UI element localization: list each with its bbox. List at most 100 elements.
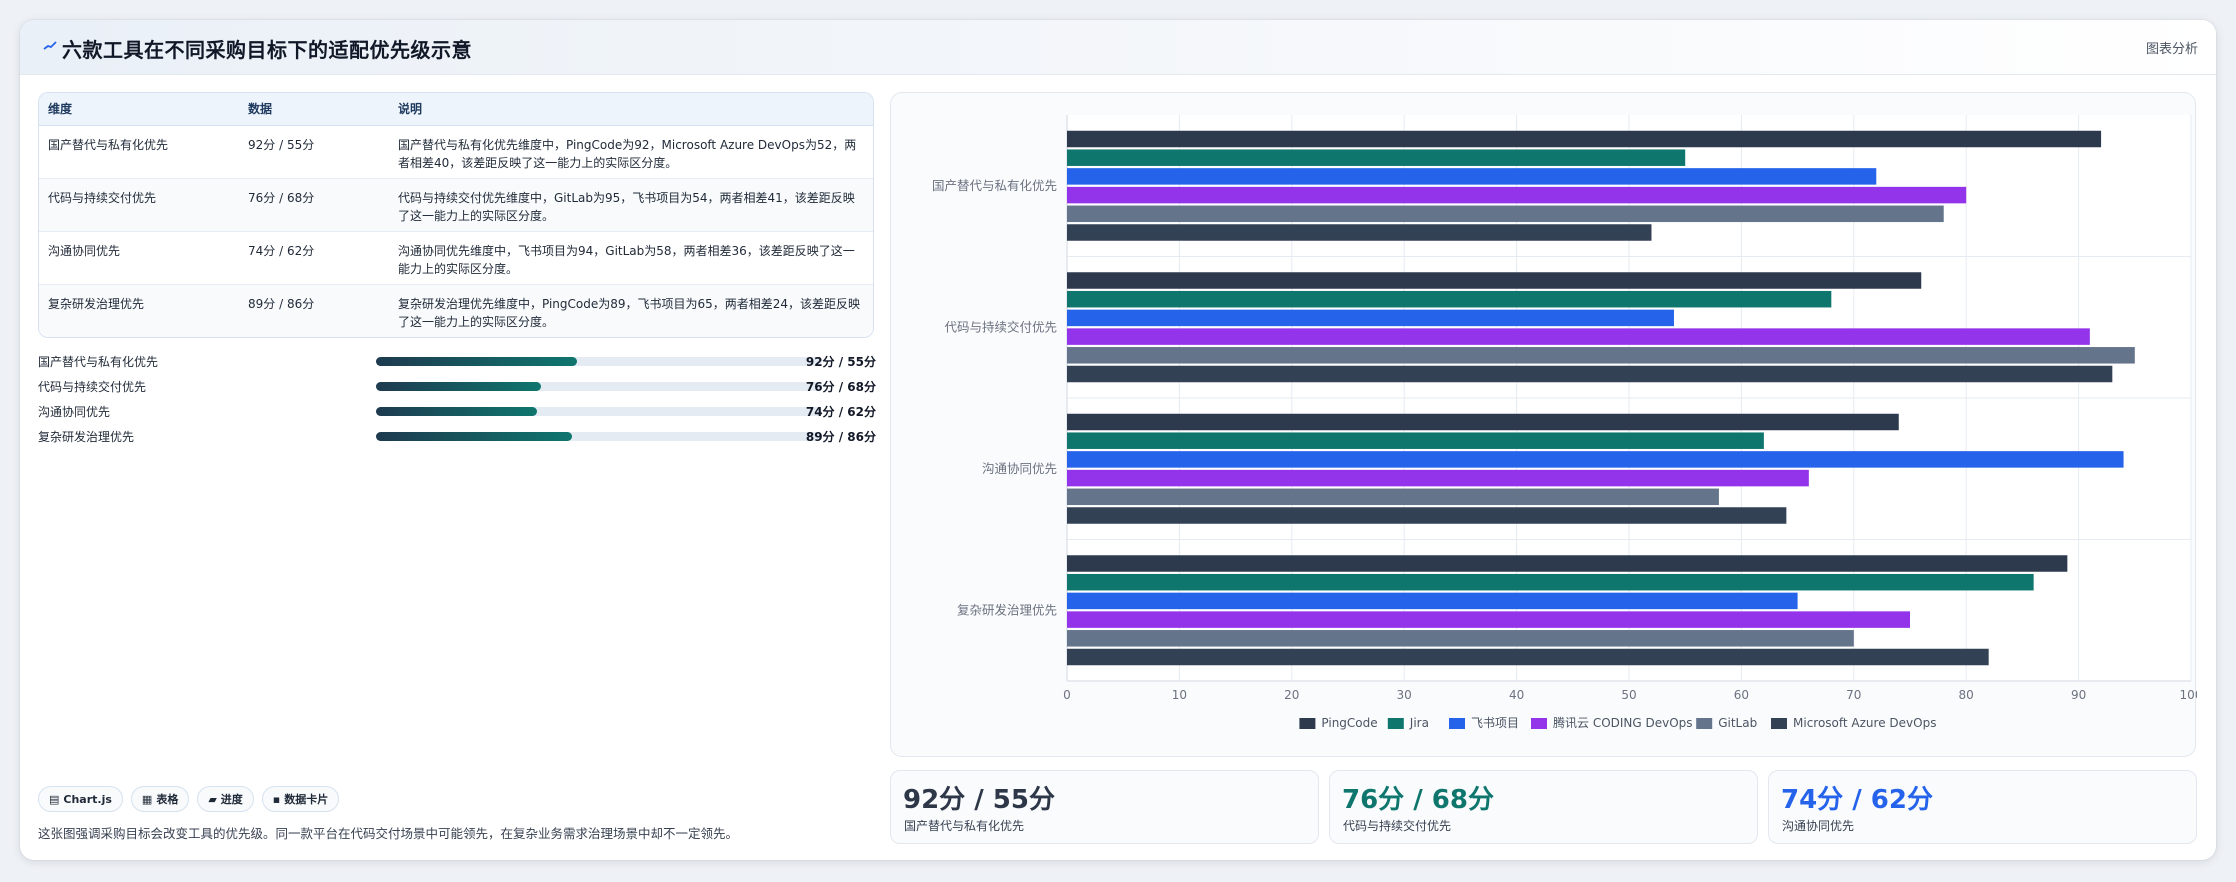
chip-label: Chart.js: [63, 792, 112, 806]
progress-fill: [376, 357, 577, 366]
progress-track: [376, 357, 822, 366]
progress-fill: [376, 382, 542, 391]
legend-swatch: [1696, 718, 1713, 729]
x-tick-label: 90: [2071, 688, 2086, 702]
bar: [1067, 555, 2068, 572]
progress-value: 76分 / 68分: [805, 380, 876, 394]
bar: [1067, 130, 2102, 148]
legend-swatch: [1299, 718, 1316, 729]
x-tick-label: 60: [1734, 688, 1749, 702]
table-row: 复杂研发治理优先 89分 / 86分 复杂研发治理优先维度中，PingCode为…: [39, 284, 873, 337]
table-cell-dimension: 沟通协同优先: [39, 231, 239, 285]
bar: [1067, 290, 1832, 308]
table-row: 国产替代与私有化优先 92分 / 55分 国产替代与私有化优先维度中，PingC…: [39, 125, 873, 179]
chip-label: 进度: [220, 793, 243, 806]
table-cell-dimension: 代码与持续交付优先: [39, 178, 239, 232]
column-header: 维度: [39, 93, 239, 126]
legend-label: 飞书项目: [1471, 716, 1519, 730]
progress-label: 复杂研发治理优先: [38, 430, 135, 444]
bar: [1067, 272, 1922, 289]
x-tick-label: 80: [1959, 688, 1974, 702]
chip-progress[interactable]: ▰ 进度: [197, 786, 254, 812]
kpi-card: 74分 / 62分 沟通协同优先: [1768, 770, 2197, 844]
bar: [1067, 205, 1944, 223]
bar: [1067, 648, 1989, 666]
bar: [1067, 309, 1674, 327]
table-header-row: 维度 数据 说明: [39, 93, 873, 126]
kpi-card: 92分 / 55分 国产替代与私有化优先: [890, 770, 1319, 844]
table-cell-value: 76分 / 68分: [239, 178, 389, 232]
table-cell-dimension: 复杂研发治理优先: [39, 284, 239, 337]
main-card: 六款工具在不同采购目标下的适配优先级示意 图表分析 维度 数据 说明 国产替代与…: [20, 20, 2216, 860]
chip-data-card[interactable]: ▪ 数据卡片: [261, 786, 340, 812]
chip-label: 数据卡片: [284, 793, 329, 806]
bar: [1067, 451, 2124, 468]
page-title: 六款工具在不同采购目标下的适配优先级示意: [62, 38, 472, 62]
kpi-label: 沟通协同优先: [1782, 819, 1855, 833]
table-cell-description: 复杂研发治理优先维度中，PingCode为89，飞书项目为65，两者相差24，该…: [389, 284, 873, 337]
table-cell-description: 代码与持续交付优先维度中，GitLab为95，飞书项目为54，两者相差41，该差…: [389, 178, 873, 232]
progress-value: 89分 / 86分: [805, 430, 876, 444]
table-icon: ▦: [141, 792, 153, 806]
kpi-value: 76分 / 68分: [1342, 785, 1494, 815]
progress-track: [376, 382, 822, 391]
x-tick-label: 50: [1621, 688, 1636, 702]
legend-swatch: [1387, 718, 1404, 729]
legend-label: Jira: [1409, 716, 1429, 730]
bar-chart-panel: 0 10 20 30 40 50 60 70 80 90 100 国产替代与私有化优先代码与持续交付优…: [890, 92, 2197, 757]
chart-analysis-tag[interactable]: 图表分析: [2145, 42, 2198, 57]
legend-label: PingCode: [1321, 716, 1377, 730]
chip-label: 表格: [156, 793, 179, 806]
progress-label: 国产替代与私有化优先: [38, 355, 159, 369]
y-category-label: 国产替代与私有化优先: [932, 178, 1057, 193]
legend-swatch: [1531, 718, 1547, 729]
bar-chart: 0 10 20 30 40 50 60 70 80 90 100 国产替代与私有化优先代码与持续交付优…: [932, 115, 2197, 730]
column-header: 数据: [239, 93, 389, 126]
bar: [1067, 413, 1899, 431]
table-cell-dimension: 国产替代与私有化优先: [39, 125, 239, 179]
legend-swatch: [1449, 718, 1465, 729]
legend-label: Microsoft Azure DevOps: [1793, 716, 1936, 730]
kpi-card: 76分 / 68分 代码与持续交付优先: [1329, 770, 1758, 844]
y-category-label: 复杂研发治理优先: [957, 602, 1057, 617]
progress-label: 沟通协同优先: [38, 405, 111, 419]
chip-chartjs[interactable]: ▤ Chart.js: [38, 786, 123, 812]
x-tick-label: 10: [1172, 688, 1187, 702]
chip-table[interactable]: ▦ 表格: [130, 786, 190, 812]
bar: [1067, 432, 1764, 449]
x-tick-label: 0: [1063, 688, 1071, 702]
bar: [1067, 224, 1652, 241]
card-icon: ▪: [272, 792, 281, 806]
legend-label: 腾讯云 CODING DevOps: [1553, 715, 1693, 730]
x-tick-label: 20: [1284, 688, 1299, 702]
x-tick-label: 70: [1846, 688, 1861, 702]
trend-line-icon: [42, 38, 58, 54]
table-cell-value: 92分 / 55分: [239, 125, 389, 179]
progress-track: [376, 407, 822, 416]
progress-value: 74分 / 62分: [805, 405, 876, 419]
kpi-label: 国产替代与私有化优先: [904, 819, 1025, 833]
summary-table: 维度 数据 说明 国产替代与私有化优先 92分 / 55分 国产替代与私有化优先…: [38, 92, 874, 338]
progress-label: 代码与持续交付优先: [38, 380, 147, 394]
bar: [1067, 149, 1686, 166]
legend-label: GitLab: [1718, 716, 1757, 730]
table-cell-description: 国产替代与私有化优先维度中，PingCode为92，Microsoft Azur…: [389, 125, 873, 179]
progress-list: 国产替代与私有化优先 92分 / 55分 代码与持续交付优先 76分 / 68分…: [38, 349, 876, 449]
x-tick-label: 40: [1509, 688, 1524, 702]
table-cell-value: 89分 / 86分: [239, 284, 389, 337]
bar: [1067, 365, 2113, 383]
header: 六款工具在不同采购目标下的适配优先级示意 图表分析: [20, 20, 2216, 75]
tech-chip-row: ▤ Chart.js ▦ 表格 ▰ 进度 ▪ 数据卡片: [38, 786, 340, 812]
progress-fill: [376, 407, 537, 416]
table-row: 沟通协同优先 74分 / 62分 沟通协同优先维度中，飞书项目为94，GitLa…: [39, 231, 873, 285]
progress-value: 92分 / 55分: [805, 355, 876, 369]
legend-swatch: [1771, 718, 1787, 729]
kpi-value: 92分 / 55分: [903, 785, 1055, 815]
bar: [1067, 328, 2090, 345]
progress-row: 复杂研发治理优先 89分 / 86分: [38, 424, 876, 449]
progress-track: [376, 432, 822, 441]
kpi-value: 74分 / 62分: [1781, 785, 1933, 815]
bar: [1067, 168, 1877, 185]
bar: [1067, 507, 1787, 524]
bar: [1067, 488, 1719, 506]
